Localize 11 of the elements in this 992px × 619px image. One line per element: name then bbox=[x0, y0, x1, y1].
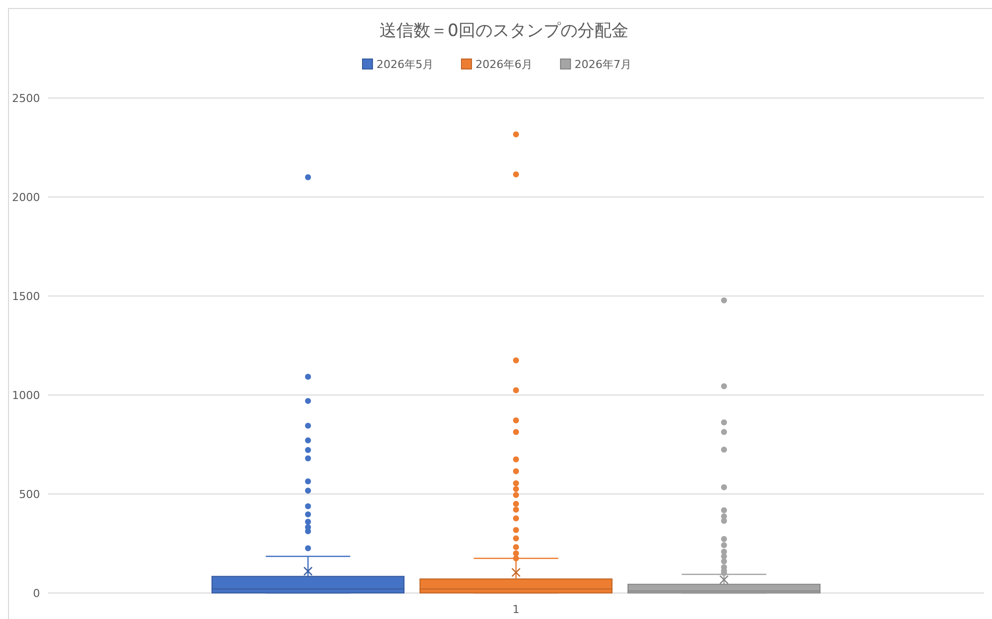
y-tick-label: 2500 bbox=[12, 92, 40, 105]
legend-label: 2026年6月 bbox=[476, 58, 532, 71]
legend-label: 2026年5月 bbox=[376, 58, 434, 71]
chart-title: 送信数＝0回のスタンプの分配金 bbox=[380, 21, 628, 41]
y-tick-label: 0 bbox=[33, 586, 40, 600]
legend-label: 2026年7月 bbox=[574, 58, 632, 71]
y-tick-label: 500 bbox=[19, 488, 40, 501]
x-tick-label: 1 bbox=[512, 603, 520, 616]
y-tick-label: 2000 bbox=[12, 190, 40, 204]
y-tick-label: 1000 bbox=[12, 388, 40, 402]
y-tick-label: 1500 bbox=[12, 290, 40, 303]
